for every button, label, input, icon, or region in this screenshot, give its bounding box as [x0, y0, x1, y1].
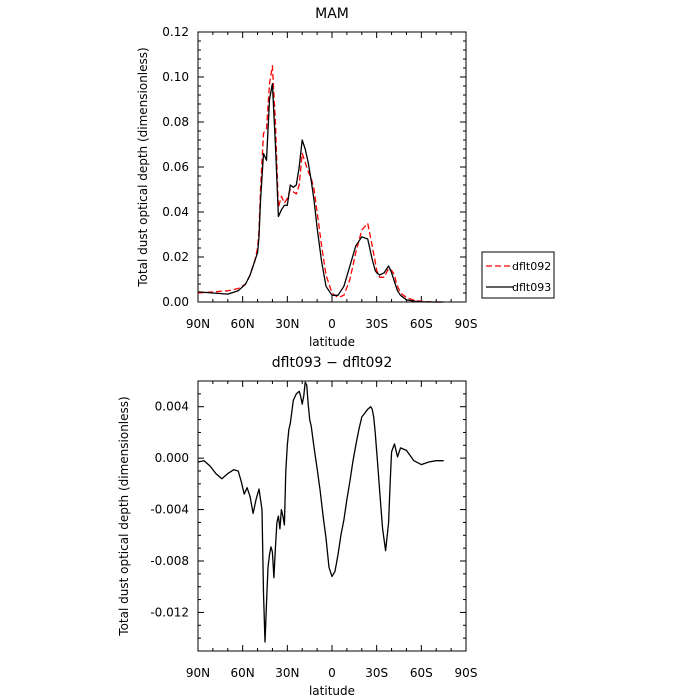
legend-box — [481, 251, 555, 299]
chart-title: dflt093 − dflt092 — [272, 355, 392, 371]
x-tick-label: 30S — [365, 317, 388, 331]
x-tick-label: 60N — [231, 666, 255, 680]
y-tick-label: 0.004 — [155, 400, 189, 414]
y-tick-label: 0.04 — [162, 205, 189, 219]
chart-title: MAM — [315, 6, 349, 22]
series-line-dflt093 — [197, 83, 444, 303]
y-tick-label: -0.012 — [150, 605, 189, 619]
y-axis-label: Total dust optical depth (dimensionless) — [117, 396, 131, 636]
x-tick-label: 90N — [186, 317, 210, 331]
x-tick-label: 90S — [455, 317, 478, 331]
y-tick-label: 0.06 — [162, 160, 189, 174]
plot-frame — [197, 31, 467, 303]
x-tick-label: 60S — [410, 666, 433, 680]
x-tick-label: 30S — [365, 666, 388, 680]
y-tick-label: 0.00 — [162, 295, 189, 309]
y-axis-label: Total dust optical depth (dimensionless) — [136, 47, 150, 287]
chart-difference: dflt093 − dflt092 90N 60N 30N 0 30S 60S 90S 0.00… — [117, 355, 477, 698]
y-tick-label: 0.02 — [162, 250, 189, 264]
series-line-dflt092 — [197, 65, 444, 303]
y-tick-label: 0.10 — [162, 70, 189, 84]
legend-label: dflt092 — [512, 260, 551, 273]
plot-frame — [197, 380, 467, 652]
y-tick-label: -0.004 — [150, 503, 189, 517]
y-tick-label: 0.12 — [162, 25, 189, 39]
x-axis-label: latitude — [309, 335, 355, 349]
x-tick-label: 30N — [275, 317, 299, 331]
legend-label: dflt093 — [512, 281, 551, 294]
x-tick-label: 0 — [328, 666, 336, 680]
x-tick-label: 60S — [410, 317, 433, 331]
x-axis-label: latitude — [309, 684, 355, 698]
legend: dflt092 dflt093 — [481, 251, 555, 299]
x-tick-label: 90N — [186, 666, 210, 680]
y-tick-label: -0.008 — [150, 554, 189, 568]
chart-mam: MAM 90N 60N 30N 0 30S 60S 90S 0.00 0.02 0.04 0.06 0.… — [136, 6, 477, 349]
y-tick-label: 0.000 — [155, 451, 189, 465]
x-tick-label: 0 — [328, 317, 336, 331]
x-tick-label: 30N — [275, 666, 299, 680]
y-tick-label: 0.08 — [162, 115, 189, 129]
x-tick-label: 60N — [231, 317, 255, 331]
series-line-difference — [197, 381, 444, 643]
x-tick-label: 90S — [455, 666, 478, 680]
